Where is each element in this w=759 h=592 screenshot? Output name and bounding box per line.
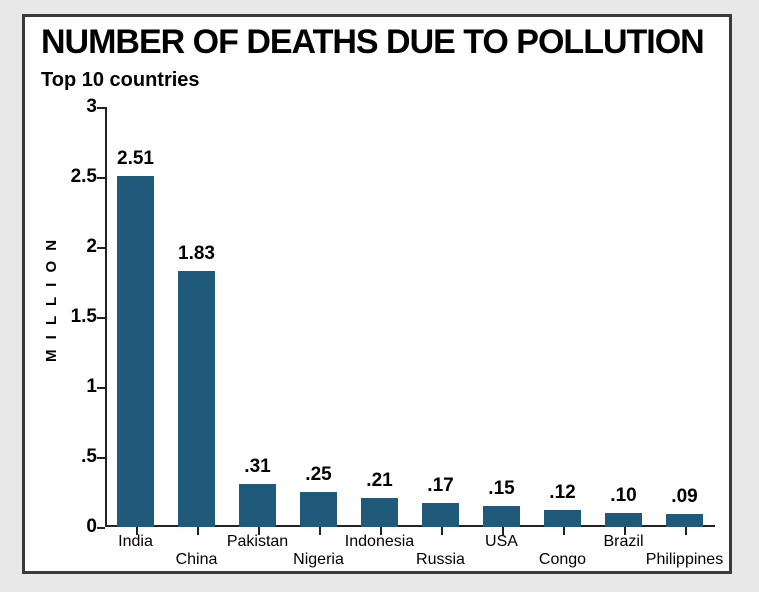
bar-value-label: .21 xyxy=(366,470,392,492)
bar xyxy=(605,513,643,527)
y-tick-label: 1.5 xyxy=(47,306,97,328)
y-tick-label: 0 xyxy=(47,516,97,538)
bar-value-label: .09 xyxy=(671,486,697,508)
bar-value-label: .12 xyxy=(549,482,575,504)
x-tick-label: Brazil xyxy=(603,533,643,551)
bar-value-label: .15 xyxy=(488,478,514,500)
chart-subtitle: Top 10 countries xyxy=(41,69,200,92)
y-tick-label: 1 xyxy=(47,376,97,398)
y-tick xyxy=(97,247,105,249)
x-tick-label: China xyxy=(176,551,218,569)
bar-value-label: .10 xyxy=(610,485,636,507)
bar xyxy=(666,514,704,527)
bar xyxy=(239,484,277,527)
x-tick-label: Indonesia xyxy=(345,533,414,551)
bar-value-label: .31 xyxy=(244,456,270,478)
y-tick-label: 2 xyxy=(47,236,97,258)
y-axis-line xyxy=(105,107,107,527)
chart-card: NUMBER OF DEATHS DUE TO POLLUTION Top 10… xyxy=(22,14,732,574)
x-tick-label: USA xyxy=(485,533,518,551)
y-tick xyxy=(97,387,105,389)
y-tick-label: 3 xyxy=(47,96,97,118)
bar-value-label: .17 xyxy=(427,475,453,497)
x-tick-label: Philippines xyxy=(646,551,723,569)
chart-title: NUMBER OF DEATHS DUE TO POLLUTION xyxy=(41,23,704,62)
plot-area: 0.511.522.532.51India1.83China.31Pakista… xyxy=(105,107,715,527)
bar xyxy=(422,503,460,527)
x-tick-label: Pakistan xyxy=(227,533,288,551)
x-tick-label: Nigeria xyxy=(293,551,344,569)
y-tick xyxy=(97,107,105,109)
bar xyxy=(361,498,399,527)
x-tick xyxy=(197,527,199,535)
bar xyxy=(483,506,521,527)
x-tick xyxy=(319,527,321,535)
y-tick xyxy=(97,457,105,459)
x-tick xyxy=(441,527,443,535)
y-tick-label: 2.5 xyxy=(47,166,97,188)
y-tick xyxy=(97,527,105,529)
bar xyxy=(178,271,216,527)
bar xyxy=(300,492,338,527)
bar xyxy=(544,510,582,527)
y-tick xyxy=(97,317,105,319)
bar-value-label: .25 xyxy=(305,464,331,486)
bar xyxy=(117,176,155,527)
x-tick xyxy=(563,527,565,535)
bar-value-label: 2.51 xyxy=(117,148,154,170)
x-tick-label: Congo xyxy=(539,551,586,569)
y-tick-label: .5 xyxy=(47,446,97,468)
x-tick-label: Russia xyxy=(416,551,465,569)
x-tick-label: India xyxy=(118,533,153,551)
y-tick xyxy=(97,177,105,179)
bar-value-label: 1.83 xyxy=(178,243,215,265)
x-tick xyxy=(685,527,687,535)
